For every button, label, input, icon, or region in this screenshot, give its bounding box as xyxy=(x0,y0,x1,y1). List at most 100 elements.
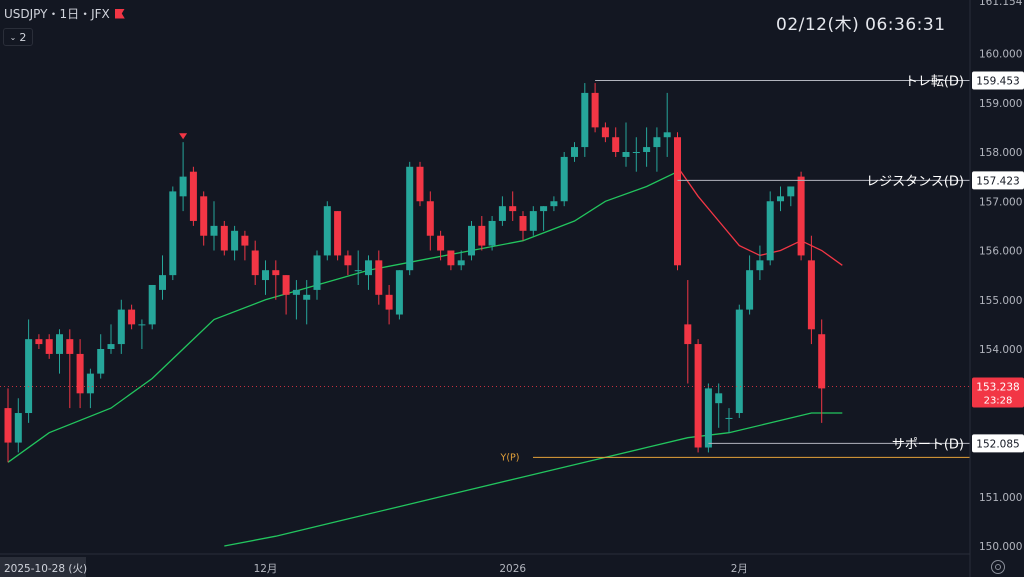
candle-body xyxy=(766,201,774,261)
level-price-label: 152.085 xyxy=(976,438,1019,450)
level-price-tag xyxy=(972,434,1024,453)
candle xyxy=(86,368,94,409)
candle-body xyxy=(97,349,105,374)
candle xyxy=(766,191,774,266)
candle xyxy=(107,324,115,354)
candle xyxy=(303,280,311,325)
candle-body xyxy=(601,127,609,138)
candle-body xyxy=(416,166,424,202)
candle-body xyxy=(241,235,249,246)
datetime-display: 02/12(木) 06:36:31 xyxy=(776,15,946,35)
gear-icon[interactable] xyxy=(991,560,1005,574)
candle-body xyxy=(344,255,352,266)
candle-body xyxy=(251,250,259,276)
candle-body xyxy=(220,225,228,251)
candle xyxy=(395,270,403,320)
candle xyxy=(272,260,280,300)
candle-body xyxy=(76,353,84,394)
candle-body xyxy=(262,270,269,281)
candle xyxy=(292,280,300,320)
candle xyxy=(694,339,702,453)
candle xyxy=(45,334,53,359)
candle-body xyxy=(787,186,795,197)
candle-body xyxy=(622,152,630,157)
candle-body xyxy=(694,344,702,448)
candle-body xyxy=(777,196,784,202)
candle xyxy=(632,137,640,172)
candle xyxy=(571,142,578,162)
candle-body xyxy=(56,334,63,354)
candle-body xyxy=(323,206,331,256)
candle-body xyxy=(385,294,393,310)
candle xyxy=(509,191,517,221)
candle-body xyxy=(643,147,651,152)
candle xyxy=(4,388,12,463)
candle-body xyxy=(519,216,527,231)
candle-body xyxy=(334,211,342,256)
flag-icon[interactable] xyxy=(114,8,125,19)
candle xyxy=(14,398,22,453)
candle xyxy=(797,171,805,261)
candle xyxy=(148,284,156,330)
candle-body xyxy=(725,417,733,419)
candle xyxy=(529,206,537,236)
candle-body xyxy=(66,339,74,354)
candle xyxy=(715,383,723,428)
candle xyxy=(643,127,651,167)
candle-body xyxy=(159,275,166,290)
candle-body xyxy=(756,260,764,271)
candle-body xyxy=(663,132,671,138)
candle xyxy=(128,304,136,330)
current-price-label: 153.238 xyxy=(976,382,1019,394)
candle xyxy=(159,255,166,300)
candle xyxy=(735,304,743,418)
y-tick-label: 150.000 xyxy=(979,541,1022,553)
candle-body xyxy=(498,206,506,221)
symbol-info[interactable]: USDJPY・1日・JFX xyxy=(4,5,125,22)
candle xyxy=(251,240,259,285)
candle xyxy=(323,201,331,261)
candle xyxy=(674,132,681,271)
candle-body xyxy=(148,284,156,325)
candle-body xyxy=(200,196,208,236)
candle xyxy=(612,127,620,157)
candle xyxy=(468,220,475,261)
y-tick-label: 159.000 xyxy=(979,98,1022,110)
x-tick-label: 12月 xyxy=(254,563,278,575)
candle xyxy=(231,225,239,261)
x-tick-highlight xyxy=(0,557,86,577)
symbol-label: USDJPY・1日・JFX xyxy=(4,7,110,21)
candle-body xyxy=(406,166,414,271)
candle-body xyxy=(107,344,115,349)
candle-body xyxy=(354,270,362,272)
candle xyxy=(684,280,692,384)
candle xyxy=(591,83,599,133)
indicator-toggle-button[interactable]: ⌄ 2 xyxy=(3,28,33,46)
x-tick-label: 2025-10-28 (火) xyxy=(4,563,87,575)
candle xyxy=(97,334,105,379)
candle xyxy=(540,206,548,231)
candle-body xyxy=(468,225,475,256)
candle xyxy=(746,255,754,315)
candle xyxy=(756,245,764,281)
candle-body xyxy=(179,176,187,197)
candle xyxy=(76,339,84,409)
candle xyxy=(25,319,33,423)
candle xyxy=(663,92,671,157)
candle xyxy=(354,250,362,285)
candle xyxy=(66,329,74,409)
candle xyxy=(262,260,269,295)
candle xyxy=(344,250,352,276)
candle-body xyxy=(704,388,712,448)
candle-body xyxy=(612,137,620,152)
candle xyxy=(447,250,455,271)
candle xyxy=(313,250,321,300)
candle xyxy=(385,284,393,325)
candle-body xyxy=(292,289,300,295)
candle-body xyxy=(365,260,372,276)
level-label: レジスタンス(D) xyxy=(866,174,964,189)
pivot-label: Y(P) xyxy=(500,452,520,463)
level-price-label: 157.423 xyxy=(976,175,1019,187)
candle-body xyxy=(591,92,599,128)
